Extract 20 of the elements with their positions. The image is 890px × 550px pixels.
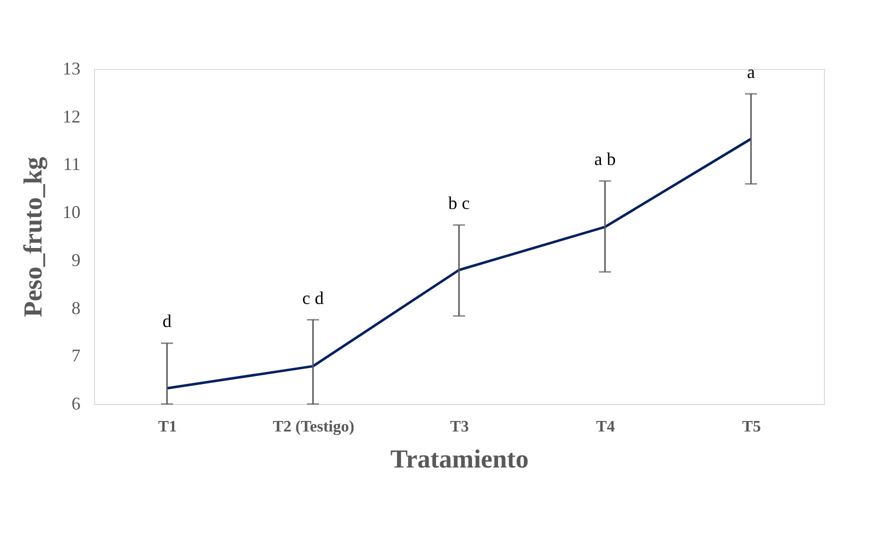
y-tick-label: 13 (62, 58, 80, 78)
x-tick-label: T5 (742, 418, 761, 436)
x-axis-title: Tratamiento (390, 444, 529, 474)
y-tick-label: 6 (72, 394, 80, 414)
x-tick-label: T2 (Testigo) (272, 418, 354, 436)
y-tick-label: 7 (72, 346, 80, 366)
x-tick-label: T1 (158, 418, 177, 436)
y-tick-label: 12 (62, 106, 80, 126)
x-tick-label: T3 (450, 418, 469, 436)
y-tick-label: 11 (63, 154, 80, 174)
y-axis-title: Peso_fruto_kg (18, 156, 48, 318)
y-tick-label: 9 (72, 250, 80, 270)
x-tick-label: T4 (596, 418, 615, 436)
annotation: a b (594, 148, 616, 169)
y-tick-label: 10 (62, 202, 80, 222)
annotation: c d (302, 288, 324, 308)
annotation: a (747, 62, 755, 82)
annotation: b c (448, 193, 470, 214)
annotation: d (162, 311, 172, 332)
y-tick-label: 8 (72, 298, 80, 318)
